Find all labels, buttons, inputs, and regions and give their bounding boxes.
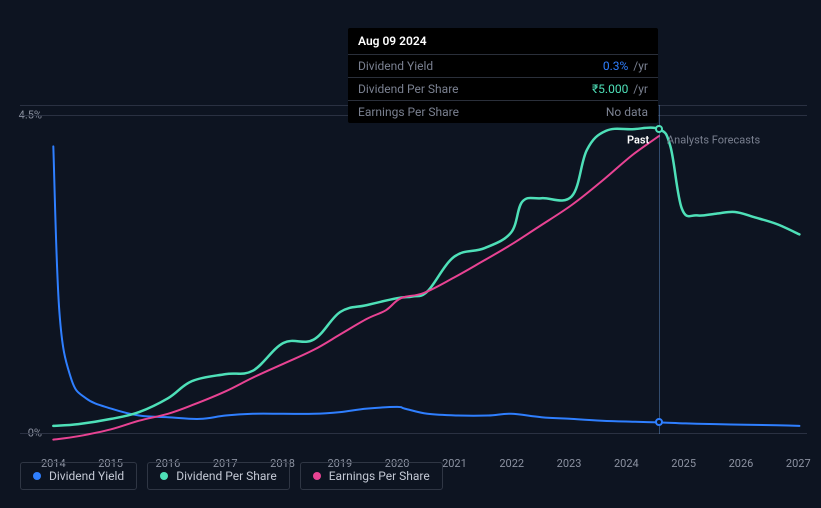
tooltip-row-value: 0.3% /yr [603, 59, 648, 73]
legend-dot-icon [313, 472, 321, 480]
tooltip-row-value: No data [606, 105, 648, 119]
legend-label: Dividend Per Share [176, 469, 277, 483]
legend-label: Dividend Yield [49, 469, 124, 483]
series-line [53, 128, 799, 426]
legend-item[interactable]: Earnings Per Share [300, 462, 443, 490]
tooltip-row-value: ₹5.000 /yr [592, 82, 648, 96]
cursor-line [659, 105, 660, 434]
series-line [53, 136, 659, 440]
x-axis-label: 2022 [499, 457, 524, 470]
legend-dot-icon [33, 472, 41, 480]
x-axis-label: 2021 [442, 457, 467, 470]
x-axis-label: 2024 [614, 457, 639, 470]
tooltip-row-label: Earnings Per Share [358, 105, 459, 119]
legend-item[interactable]: Dividend Yield [20, 462, 137, 490]
tooltip-row-label: Dividend Yield [358, 59, 433, 73]
legend: Dividend Yield Dividend Per Share Earnings… [20, 462, 443, 490]
series-marker [655, 125, 663, 133]
plot-region[interactable]: Past Analysts Forecasts [48, 105, 807, 450]
x-axis-label: 2025 [671, 457, 696, 470]
legend-dot-icon [160, 472, 168, 480]
tooltip-row: Earnings Per Share No data [348, 100, 658, 123]
tooltip-row: Dividend Per Share ₹5.000 /yr [348, 77, 658, 100]
x-axis-label: 2026 [729, 457, 754, 470]
series-marker [655, 418, 663, 426]
legend-label: Earnings Per Share [329, 469, 430, 483]
x-axis-label: 2023 [557, 457, 582, 470]
hover-tooltip: Aug 09 2024 Dividend Yield0.3% /yrDivide… [348, 28, 658, 123]
tooltip-date: Aug 09 2024 [348, 28, 658, 54]
tooltip-row-label: Dividend Per Share [358, 82, 459, 96]
chart-area[interactable]: 4.5%0% PastAnalysts Forecasts 2014201520… [20, 105, 807, 450]
series-line [53, 146, 799, 426]
x-axis-label: 2027 [786, 457, 811, 470]
past-label: Past [627, 133, 649, 146]
legend-item[interactable]: Dividend Per Share [147, 462, 290, 490]
forecast-label: Analysts Forecasts [667, 133, 760, 146]
tooltip-row: Dividend Yield 0.3% /yr [348, 54, 658, 77]
